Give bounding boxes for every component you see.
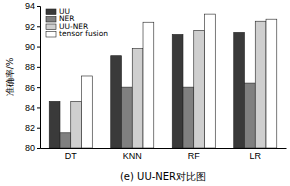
y-tick-mark (37, 148, 40, 149)
y-axis: 80 82 84 86 88 90 92 94 (25, 1, 41, 153)
bar (205, 14, 216, 148)
legend-label: tensor fusion (59, 29, 108, 38)
bar (71, 101, 82, 148)
y-tick-label: 82 (25, 123, 35, 133)
legend: UUNERUU-NERtensor fusion (46, 7, 108, 39)
bar (143, 22, 154, 148)
legend-swatch (46, 9, 56, 15)
y-tick-label: 84 (25, 103, 35, 113)
y-tick-mark (37, 107, 40, 108)
plot: 80 82 84 86 88 90 92 94 DT KNN RF LR UUNERUU-NERtens… (25, 1, 287, 161)
legend-swatch (46, 17, 56, 23)
y-tick: 94 (25, 1, 40, 11)
x-tick: RF (188, 148, 200, 161)
bar (266, 19, 277, 148)
legend-swatch (46, 24, 56, 30)
x-tick: KNN (123, 148, 142, 161)
y-tick-mark (37, 47, 40, 48)
y-tick-mark (37, 6, 40, 7)
bars (49, 14, 277, 148)
title: (e) UU-NER对比图 (120, 171, 206, 182)
y-tick: 82 (25, 123, 40, 133)
y-tick-label: 90 (25, 42, 35, 52)
x-tick: LR (249, 148, 261, 161)
y-tick-mark (37, 87, 40, 88)
y-axis-line (37, 7, 41, 149)
y-tick-label: 80 (25, 143, 35, 153)
x-axis-line (41, 148, 287, 149)
y-tick: 92 (25, 22, 40, 32)
y-tick-label: 88 (25, 62, 35, 72)
x-tick: DT (65, 148, 77, 161)
bar (172, 34, 183, 148)
x-tick-label: DT (65, 151, 77, 161)
bar (60, 133, 71, 148)
bar (194, 30, 205, 148)
y-tick-mark (37, 26, 40, 27)
bar (49, 101, 60, 148)
legend-item: tensor fusion (46, 29, 108, 38)
bar (111, 56, 122, 148)
x-tick-label: KNN (123, 151, 142, 161)
x-tick-label: LR (249, 151, 261, 161)
y-tick: 88 (25, 62, 40, 72)
chart: 80 82 84 86 88 90 92 94 DT KNN RF LR UUNERUU-NERtens… (0, 0, 290, 186)
x-tick-label: RF (188, 151, 200, 161)
bar (132, 49, 143, 148)
y-tick-label: 86 (25, 83, 35, 93)
y-tick: 90 (25, 42, 40, 52)
x-axis: DT KNN RF LR (41, 148, 287, 161)
bar (82, 76, 93, 148)
bar (255, 21, 266, 148)
y-tick-mark (37, 128, 40, 129)
bar (244, 83, 255, 148)
y-tick-label: 92 (25, 22, 35, 32)
y-tick: 80 (25, 143, 40, 153)
bar (234, 32, 245, 148)
y-tick: 84 (25, 103, 40, 113)
y-tick-label: 94 (25, 1, 35, 11)
bar (183, 87, 194, 148)
y-tick: 86 (25, 83, 40, 93)
y-tick-mark (37, 67, 40, 68)
bar (121, 87, 132, 148)
legend-swatch (46, 32, 56, 38)
y-axis-title: 准确率/% (5, 57, 15, 96)
